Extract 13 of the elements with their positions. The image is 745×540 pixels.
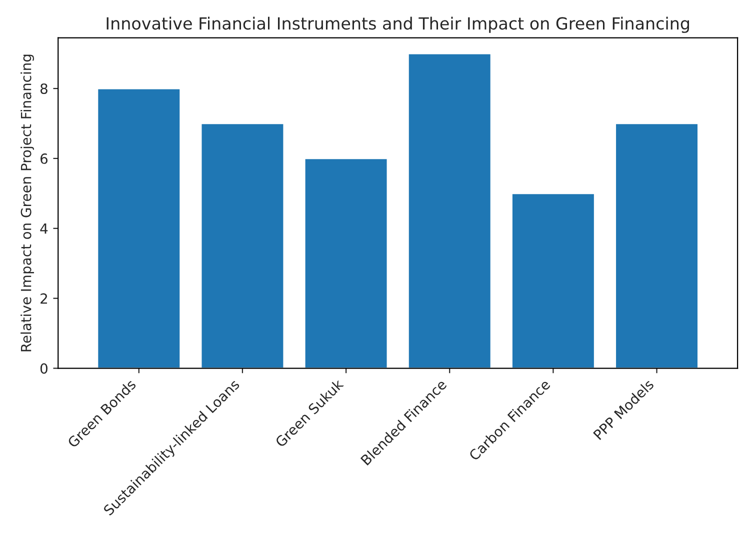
bar [200, 122, 285, 368]
y-tick-label: 8 [40, 83, 48, 94]
y-tick-label: 6 [40, 153, 48, 164]
chart-title: Innovative Financial Instruments and Their Impact on Green Financing [106, 16, 689, 33]
bar [407, 52, 492, 368]
y-tick-label: 0 [40, 363, 48, 374]
bar [96, 88, 182, 368]
bar [511, 192, 596, 368]
y-tick-label: 2 [40, 293, 47, 304]
bar [614, 122, 699, 368]
y-axis-title: Relative Impact on Green Project Financing [20, 54, 34, 352]
bar [304, 158, 388, 368]
y-tick-label: 4 [40, 224, 48, 234]
